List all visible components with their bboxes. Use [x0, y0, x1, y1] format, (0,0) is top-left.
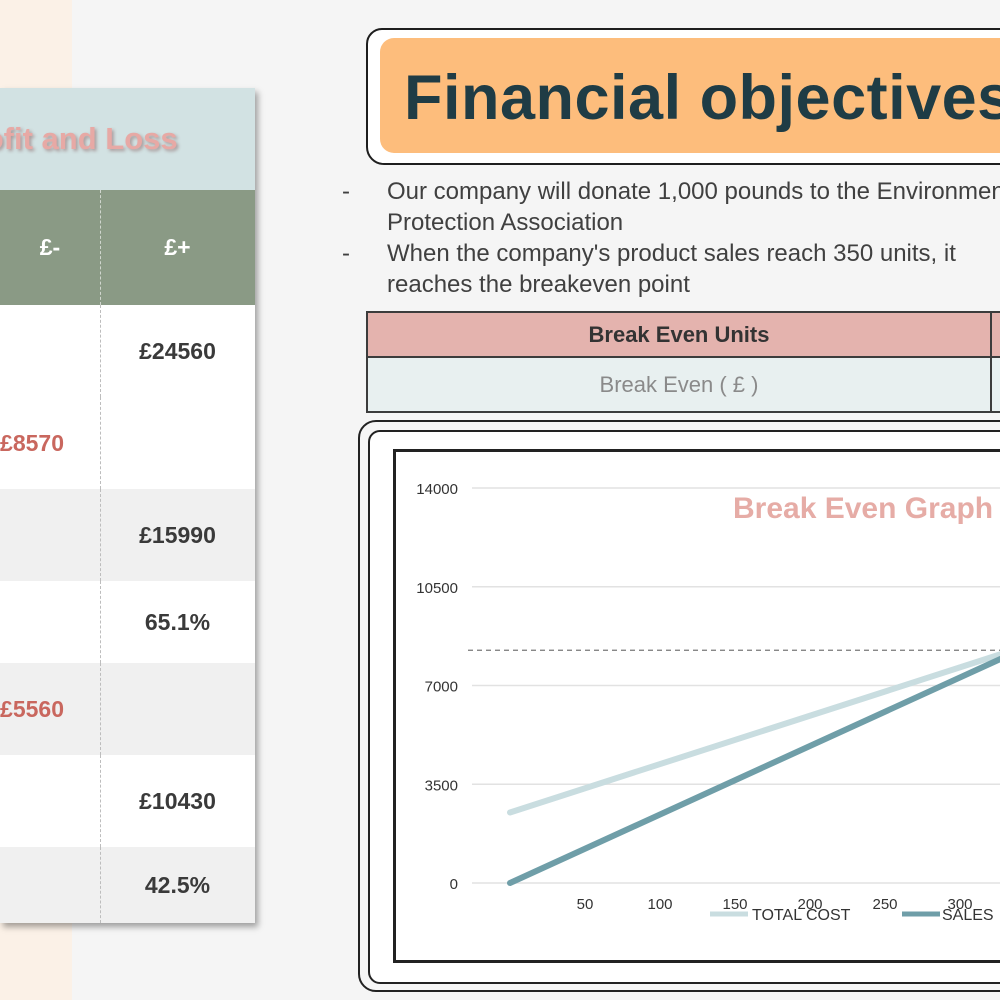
plus-cell: 65.1%: [144, 608, 211, 635]
table-row: £5560: [0, 663, 255, 755]
minus-cell: [0, 305, 64, 397]
break-even-units-header: Break Even Units: [368, 313, 992, 356]
profit-loss-header: £- £+: [0, 190, 255, 305]
bullet-text-line: Our company will donate 1,000 pounds to …: [387, 178, 1000, 205]
profit-loss-table: Profit and Loss £- £+ £24560 £8570 £1599…: [0, 88, 255, 923]
break-even-header-row: Break Even Units: [368, 313, 1000, 358]
heading-banner: [366, 28, 1000, 165]
table-row: 42.5%: [0, 847, 255, 923]
column-divider: [100, 663, 101, 755]
plus-cell: [100, 663, 255, 755]
plus-cell: £10430: [139, 787, 216, 814]
column-divider: [100, 847, 101, 923]
minus-cell: [0, 489, 64, 581]
column-divider: [100, 190, 101, 305]
chart-area: [393, 449, 1000, 963]
minus-cell: £8570: [0, 429, 64, 456]
plus-cell: 42.5%: [144, 871, 211, 898]
profit-loss-title: Profit and Loss: [0, 121, 178, 156]
bullet-dash: -: [342, 178, 350, 205]
minus-cell: [0, 847, 64, 923]
column-divider: [100, 397, 101, 489]
column-minus-header: £-: [39, 234, 61, 260]
plus-cell: £24560: [139, 337, 216, 364]
table-row: £24560: [0, 305, 255, 397]
column-divider: [100, 581, 101, 663]
bullet-dash: -: [342, 240, 350, 267]
column-plus-header: £+: [164, 234, 191, 260]
column-divider: [100, 305, 101, 397]
minus-cell: [0, 581, 64, 663]
profit-loss-title-bar: Profit and Loss: [0, 88, 255, 190]
table-row: £10430: [0, 755, 255, 847]
minus-cell: [0, 755, 64, 847]
break-even-pounds-label: Break Even ( £ ): [368, 358, 992, 411]
table-row: £15990: [0, 489, 255, 581]
bullet-text-line: When the company's product sales reach 3…: [387, 240, 956, 267]
plus-cell: £15990: [139, 521, 216, 548]
heading-banner-fill: [380, 38, 1000, 153]
column-divider: [100, 489, 101, 581]
page-title: Financial objectives: [404, 63, 1000, 133]
table-row: £8570: [0, 397, 255, 489]
bullet-text-line: Protection Association: [387, 209, 624, 236]
minus-cell: £5560: [0, 695, 64, 722]
chart-frame-outer: [358, 420, 1000, 992]
bullet-text-line: reaches the breakeven point: [387, 271, 690, 298]
break-even-value-row: Break Even ( £ ): [368, 358, 1000, 411]
plus-cell: [100, 397, 255, 489]
column-divider: [100, 755, 101, 847]
table-row: 65.1%: [0, 581, 255, 663]
break-even-table: Break Even Units Break Even ( £ ): [366, 311, 1000, 413]
